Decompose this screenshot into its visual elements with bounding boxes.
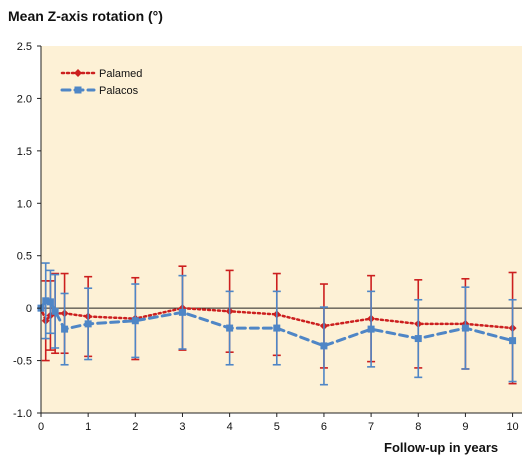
- legend-label: Palamed: [99, 68, 142, 80]
- data-point: [61, 325, 69, 333]
- data-point: [367, 325, 375, 333]
- x-tick-label: 4: [227, 421, 233, 433]
- x-tick-label: 10: [506, 421, 518, 433]
- x-tick-label: 3: [179, 421, 185, 433]
- data-point: [273, 324, 281, 332]
- x-tick-label: 8: [415, 421, 421, 433]
- data-point: [131, 317, 139, 325]
- y-tick-label: 0.5: [17, 251, 32, 263]
- y-tick-label: 1.5: [17, 146, 32, 158]
- x-tick-label: 2: [132, 421, 138, 433]
- data-point: [461, 324, 469, 332]
- y-tick-label: 0: [26, 303, 32, 315]
- x-tick-label: 1: [85, 421, 91, 433]
- data-point: [46, 298, 54, 306]
- data-point: [509, 337, 517, 345]
- x-axis-label: Follow-up in years: [384, 440, 498, 455]
- series-palacos: [37, 262, 517, 386]
- legend: Palamed Palacos: [60, 68, 142, 97]
- data-point: [51, 307, 59, 315]
- x-tick-label: 5: [274, 421, 280, 433]
- data-point: [84, 320, 92, 328]
- x-tick-label: 9: [462, 421, 468, 433]
- data-point: [414, 335, 422, 343]
- y-tick-label: -1.0: [13, 408, 32, 420]
- y-tick-label: -0.5: [13, 356, 32, 368]
- x-tick-label: 6: [321, 421, 327, 433]
- legend-label: Palacos: [99, 85, 139, 97]
- plot-area: [41, 46, 522, 413]
- x-tick-label: 0: [38, 421, 44, 433]
- data-point: [320, 342, 328, 350]
- legend-marker: [74, 86, 82, 94]
- data-point: [226, 324, 234, 332]
- x-tick-label: 7: [368, 421, 374, 433]
- y-tick-label: 2.5: [17, 41, 32, 53]
- data-point: [42, 297, 50, 305]
- y-tick-label: 2.0: [17, 93, 32, 105]
- chart-title: Mean Z-axis rotation (°): [8, 8, 163, 24]
- data-point: [178, 308, 186, 316]
- y-tick-label: 1.0: [17, 198, 32, 210]
- legend-marker: [74, 69, 82, 77]
